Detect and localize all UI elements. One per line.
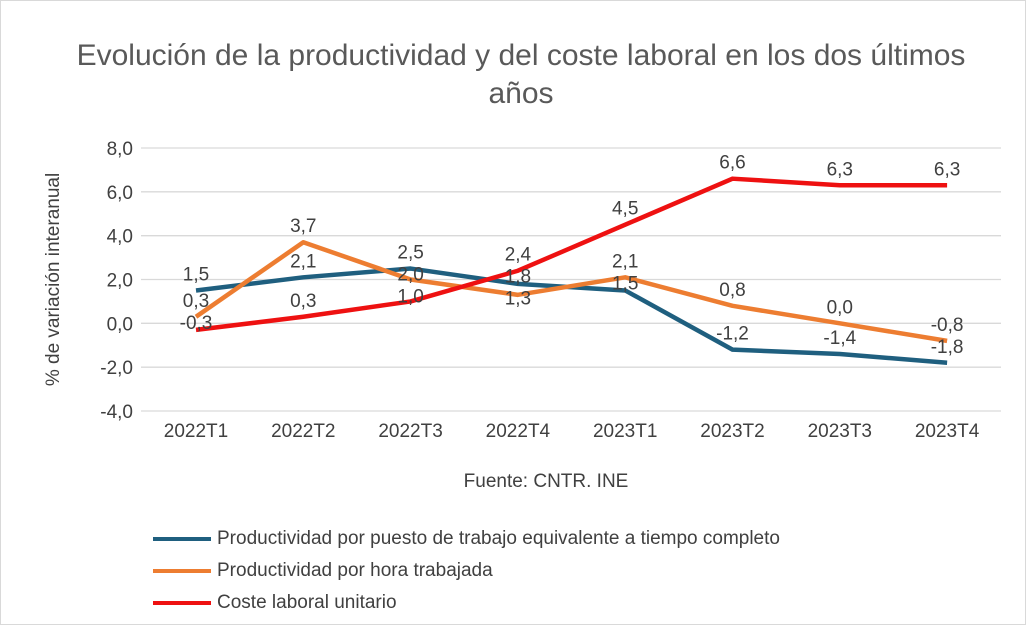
y-tick-label: 8,0 — [107, 139, 133, 160]
chart-title: Evolución de la productividad y del cost… — [76, 39, 966, 110]
y-tick-label: -4,0 — [100, 402, 133, 423]
x-tick-label: 2023T2 — [700, 421, 764, 442]
data-label: -0,3 — [180, 313, 213, 334]
data-label: 1,3 — [505, 289, 531, 310]
y-tick-label: 0,0 — [107, 314, 133, 335]
legend-label: Productividad por puesto de trabajo equi… — [217, 528, 780, 549]
legend-label: Coste laboral unitario — [217, 592, 397, 613]
y-axis-label: % de variación interanual — [43, 173, 64, 386]
data-label: 0,8 — [719, 280, 745, 301]
legend-label: Productividad por hora trabajada — [217, 560, 493, 581]
legend-swatch — [153, 601, 211, 605]
data-label: 1,5 — [612, 273, 638, 294]
data-label: 4,5 — [612, 199, 638, 220]
y-tick-label: 6,0 — [107, 183, 133, 204]
data-label: 1,8 — [505, 267, 531, 288]
data-label: 2,5 — [397, 243, 423, 264]
data-label: -0,8 — [931, 315, 964, 336]
data-label: 0,3 — [290, 291, 316, 312]
data-label: 2,1 — [612, 251, 638, 272]
data-label: 6,3 — [934, 159, 960, 180]
data-label: 6,6 — [719, 153, 745, 174]
x-tick-label: 2023T1 — [593, 421, 657, 442]
data-label: 6,3 — [827, 159, 853, 180]
data-label: -1,8 — [931, 337, 964, 358]
legend-item: Productividad por hora trabajada — [153, 555, 780, 587]
x-tick-label: 2022T3 — [378, 421, 442, 442]
legend-swatch — [153, 569, 211, 573]
source-note: Fuente: CNTR. INE — [463, 471, 629, 492]
data-label: 1,0 — [397, 287, 423, 308]
legend-item: Productividad por puesto de trabajo equi… — [153, 523, 780, 555]
data-label: -1,2 — [716, 324, 749, 345]
legend: Productividad por puesto de trabajo equi… — [153, 523, 780, 619]
y-tick-label: 4,0 — [107, 227, 133, 248]
series-line-2 — [195, 176, 948, 333]
data-label: 1,5 — [183, 264, 209, 285]
x-tick-label: 2023T3 — [808, 421, 872, 442]
data-label: 2,1 — [290, 251, 316, 272]
data-label: 3,7 — [290, 216, 316, 237]
x-tick-label: 2022T4 — [486, 421, 551, 442]
data-label: 2,4 — [505, 245, 532, 266]
legend-item: Coste laboral unitario — [153, 587, 780, 619]
data-label: 0,0 — [827, 297, 853, 318]
legend-swatch — [153, 537, 211, 541]
y-tick-label: -2,0 — [100, 358, 133, 379]
data-label: 2,0 — [397, 265, 423, 286]
series-line-1 — [194, 239, 948, 344]
x-tick-label: 2022T1 — [164, 421, 228, 442]
x-tick-label: 2022T2 — [271, 421, 335, 442]
data-label: -1,4 — [823, 328, 856, 349]
y-tick-label: 2,0 — [107, 271, 133, 292]
data-label: 0,3 — [183, 291, 209, 312]
x-tick-label: 2023T4 — [915, 421, 980, 442]
